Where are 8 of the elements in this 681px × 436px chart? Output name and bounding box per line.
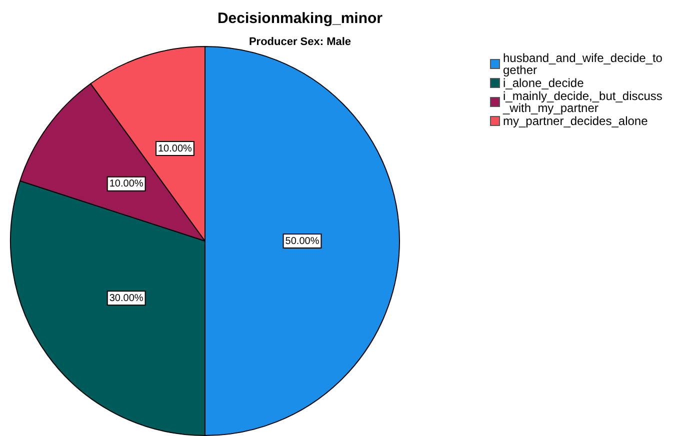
data-label: 30.00% bbox=[109, 292, 144, 304]
chart-title: Decisionmaking_minor bbox=[216, 10, 384, 27]
data-label: 50.00% bbox=[285, 236, 320, 247]
legend-label: i_alone_decide bbox=[503, 76, 585, 90]
data-label: 10.00% bbox=[109, 178, 144, 190]
legend-label: my_partner_decides_alone bbox=[503, 114, 649, 128]
chart-subtitle: Producer Sex: Male bbox=[248, 36, 352, 48]
data-label: 10.00% bbox=[158, 143, 192, 154]
